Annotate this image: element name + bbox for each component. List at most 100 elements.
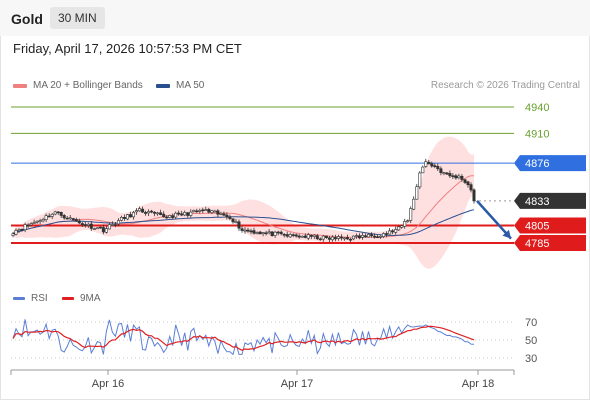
candle-body	[159, 212, 163, 215]
candle-body	[436, 166, 440, 170]
candle-body	[171, 215, 175, 218]
projection-arrow-head	[502, 229, 511, 239]
candle-body	[394, 229, 398, 233]
candle-body	[198, 210, 202, 212]
candle-body	[174, 212, 178, 218]
candle-body	[222, 213, 226, 216]
candle-body	[403, 221, 407, 227]
level-tag-4833	[514, 192, 586, 209]
candle-body	[126, 214, 130, 220]
ma50-line	[12, 209, 475, 236]
candle-body	[282, 234, 286, 236]
candle-body	[195, 210, 199, 213]
asset-title: Gold	[11, 11, 43, 27]
candle-body	[89, 223, 93, 229]
x-tick-label: Apr 17	[281, 378, 313, 390]
bollinger-band	[13, 136, 474, 269]
candle-body	[50, 214, 54, 217]
candle-body	[466, 181, 470, 186]
candle-body	[237, 221, 241, 229]
x-tick-label: Apr 18	[462, 378, 494, 390]
candle-body	[207, 209, 211, 213]
candle-body	[300, 236, 304, 238]
candle-body	[216, 210, 220, 215]
candle-body	[135, 210, 139, 213]
candle-body	[267, 231, 271, 234]
level-label-4910: 4910	[525, 128, 549, 140]
candle-body	[258, 231, 262, 235]
candle-body	[327, 237, 331, 240]
candle-body	[35, 220, 39, 223]
candle-body	[354, 235, 358, 237]
candle-body	[95, 227, 99, 230]
candle-body	[53, 211, 57, 215]
candle-body	[388, 230, 392, 235]
legend-ma50-label: MA 50	[176, 80, 205, 91]
level-tag-4805	[514, 217, 586, 234]
candle-body	[412, 198, 416, 210]
candle-body	[397, 226, 401, 231]
candle-body	[14, 230, 18, 235]
candle-body	[117, 220, 121, 225]
candle-body	[98, 226, 102, 229]
candle-body	[342, 237, 346, 240]
level-tag-text-4785: 4785	[525, 238, 549, 250]
candle-body	[26, 224, 30, 227]
level-tag-4876	[514, 155, 586, 172]
candle-body	[83, 224, 87, 226]
candle-body	[92, 228, 96, 230]
candle-body	[62, 215, 66, 219]
candle-body	[132, 212, 136, 218]
candle-body	[231, 218, 235, 223]
timeframe-badge[interactable]: 30 MIN	[50, 7, 105, 29]
candle-body	[348, 238, 352, 241]
legend-ma20-swatch	[13, 83, 27, 88]
candle-body	[306, 234, 310, 239]
candle-body	[101, 227, 105, 233]
candle-body	[363, 235, 367, 238]
candle-body	[123, 217, 127, 219]
level-tag-text-4876: 4876	[525, 158, 549, 170]
candle-body	[285, 234, 289, 237]
candle-body	[162, 213, 166, 218]
candle-body	[144, 212, 148, 214]
candle-body	[330, 236, 334, 241]
candle-body	[192, 210, 196, 213]
legend-ma20-label: MA 20 + Bollinger Bands	[33, 80, 143, 91]
rsi-tick-50: 50	[525, 335, 537, 347]
candle-body	[228, 216, 232, 219]
candle-body	[463, 179, 467, 183]
candle-body	[110, 224, 114, 226]
legend-9ma-swatch	[62, 297, 74, 300]
candle-body	[366, 234, 370, 238]
candle-body	[460, 176, 464, 180]
candle-body	[451, 175, 455, 177]
level-tag-text-4833: 4833	[525, 196, 549, 208]
rsi-tick-30: 30	[525, 353, 537, 365]
candle-body	[120, 217, 124, 221]
candle-body	[409, 208, 413, 221]
candle-body	[41, 219, 45, 222]
candle-body	[339, 236, 343, 239]
candle-body	[107, 224, 111, 230]
candle-body	[20, 228, 24, 231]
candle-body	[138, 208, 142, 212]
candle-body	[243, 229, 247, 232]
legend-rsi-swatch	[13, 297, 25, 300]
candle-body	[168, 215, 172, 218]
candle-body	[370, 234, 374, 237]
candle-body	[44, 215, 48, 220]
candle-body	[379, 236, 383, 238]
rsi-9ma-line	[12, 325, 475, 351]
candle-body	[442, 172, 446, 174]
rsi-tick-70: 70	[525, 317, 537, 329]
candle-body	[448, 173, 452, 177]
candle-body	[255, 232, 259, 234]
candle-body	[318, 238, 322, 241]
candle-body	[86, 223, 90, 226]
candle-body	[291, 234, 295, 236]
candle-body	[321, 235, 325, 240]
candle-body	[210, 210, 214, 213]
legend-9ma: 9MA	[62, 293, 101, 304]
